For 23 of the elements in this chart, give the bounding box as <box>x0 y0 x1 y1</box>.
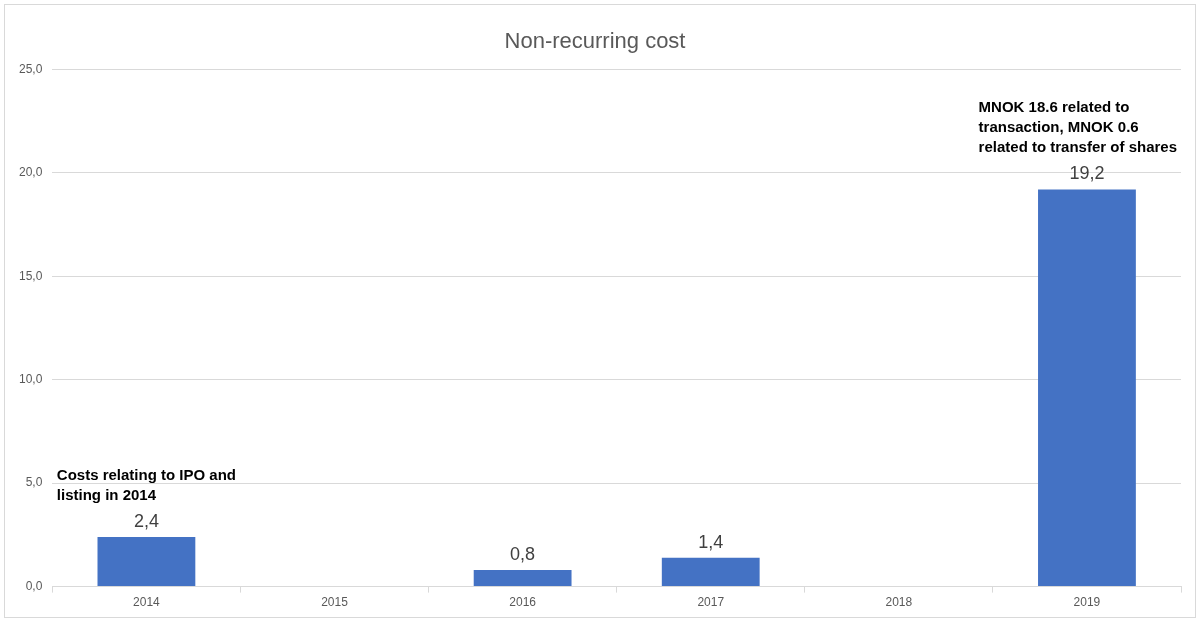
annotation: MNOK 18.6 related to transaction, MNOK 0.6 related to transfer of shares <box>978 98 1178 156</box>
x-tick-label: 2016 <box>509 595 537 610</box>
x-tick-label: 2018 <box>885 595 913 610</box>
chart-title: Non-recurring cost <box>504 28 686 54</box>
x-tick-label: 2015 <box>321 595 349 610</box>
data-label: 19,2 <box>1069 163 1105 184</box>
data-label: 1,4 <box>698 531 724 552</box>
y-tick-label: 5,0 <box>25 475 43 490</box>
bar <box>473 570 572 587</box>
x-tick-label: 2017 <box>697 595 725 610</box>
annotation: Costs relating to IPO and listing in 2014 <box>56 465 236 503</box>
bar <box>97 536 196 587</box>
x-tick-label: 2014 <box>133 595 161 610</box>
y-tick-label: 20,0 <box>19 165 43 180</box>
y-tick-label: 10,0 <box>19 372 43 387</box>
data-label: 0,8 <box>510 544 536 565</box>
data-label: 2,4 <box>133 510 159 531</box>
y-tick-label: 25,0 <box>19 61 43 76</box>
bar <box>1038 189 1136 587</box>
y-tick-label: 0,0 <box>25 578 43 593</box>
bar <box>661 557 760 587</box>
x-tick-label: 2019 <box>1073 595 1101 610</box>
y-tick-label: 15,0 <box>19 268 43 283</box>
